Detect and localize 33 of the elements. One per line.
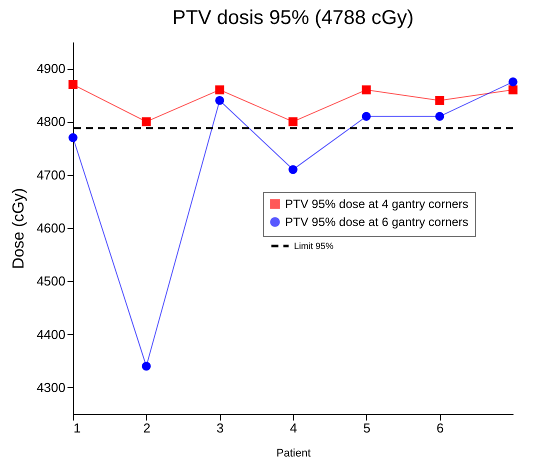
point: [508, 85, 518, 94]
x-tick-label: 5: [363, 420, 370, 436]
y-axis-title: Dose (cGy): [10, 188, 28, 269]
point: [68, 80, 78, 89]
point: [215, 96, 224, 105]
point: [362, 112, 371, 121]
y-tick-label: 4300: [36, 380, 66, 395]
x-tick-label: 2: [143, 420, 150, 436]
legend-label: PTV 95% dose at 4 gantry corners: [285, 197, 468, 211]
y-tick-label: 4700: [36, 167, 66, 182]
point: [142, 117, 151, 126]
point: [362, 85, 371, 94]
x-axis-title: Patient: [276, 448, 311, 460]
legend-label: PTV 95% dose at 6 gantry corners: [285, 215, 468, 229]
x-tick-label: 1: [74, 420, 81, 436]
point: [435, 112, 444, 121]
x-tick-label: 4: [290, 420, 298, 436]
point: [435, 96, 444, 105]
y-tick-label: 4400: [36, 326, 66, 342]
y-tick-label: 4800: [36, 114, 66, 130]
y-tick-label: 4600: [36, 220, 66, 236]
point: [142, 362, 151, 371]
x-tick-label: 3: [216, 420, 224, 436]
legend-label: Limit 95%: [294, 241, 334, 251]
point: [288, 165, 298, 174]
point: [68, 133, 78, 142]
point: [215, 85, 224, 94]
y-tick-label: 4900: [36, 61, 66, 76]
x-tick-label: 6: [436, 420, 444, 436]
chart-title: PTV dosis 95% (4788 cGy): [172, 7, 414, 29]
point: [508, 77, 518, 86]
y-tick-label: 4500: [36, 274, 66, 289]
point: [288, 117, 298, 126]
